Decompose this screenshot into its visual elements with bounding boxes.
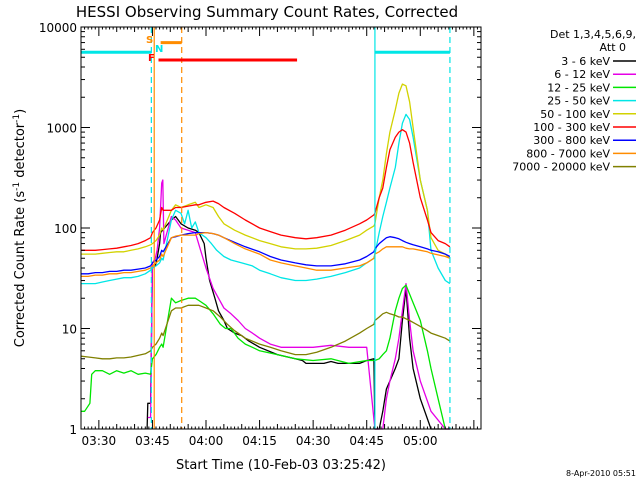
series-line-7000-20000-kev <box>80 304 451 360</box>
y-tick-label: 1 <box>69 423 77 437</box>
x-tick-label: 03:45 <box>135 434 170 448</box>
plot-timestamp: 8-Apr-2010 05:51 <box>566 469 636 478</box>
x-tick-label: 04:45 <box>349 434 384 448</box>
y-axis-label: Corrected Count Rate (s-1 detector-1) <box>12 109 28 347</box>
y-tick-label: 100 <box>54 222 77 236</box>
flag-label-s: S <box>146 35 153 46</box>
legend-label-50-100-kev: 50 - 100 keV <box>540 108 610 121</box>
series-line-800-7000-kev <box>81 231 451 278</box>
y-axis-label-end: ) <box>13 109 28 114</box>
y-tick-label: 10 <box>62 323 77 337</box>
x-tick-label: 04:00 <box>189 434 224 448</box>
series-line-12-25-kev <box>81 284 446 430</box>
legend-label-6-12-kev: 6 - 12 keV <box>554 68 610 81</box>
series-line-50-100-kev <box>81 83 451 259</box>
y-axis-label-main: Corrected Count Rate (s <box>13 191 28 348</box>
x-tick-label: 03:30 <box>82 434 117 448</box>
legend-label-25-50-kev: 25 - 50 keV <box>547 95 610 108</box>
y-tick-label: 1000 <box>46 122 77 136</box>
series-layer <box>80 83 451 430</box>
y-axis-label-mid: detector <box>13 122 28 182</box>
y-tick-label: 10000 <box>39 21 77 35</box>
series-line-6-12-kev <box>147 179 450 430</box>
legend-label-12-25-kev: 12 - 25 keV <box>547 81 610 94</box>
x-axis-label: Start Time (10-Feb-03 03:25:42) <box>176 458 386 473</box>
series-line-300-800-kev <box>81 231 451 275</box>
legend-header-detectors: Det 1,3,4,5,6,9, <box>550 28 636 41</box>
chart-title: HESSI Observing Summary Count Rates, Cor… <box>76 3 458 21</box>
legend-label-100-300-kev: 100 - 300 keV <box>533 121 610 134</box>
axis-layer: 1 10 100 1000 10000 03:30 03:45 04:00 04:15 04:30… <box>39 21 482 448</box>
legend-label-300-800-kev: 300 - 800 keV <box>533 134 610 147</box>
x-tick-label: 05:00 <box>403 434 438 448</box>
legend-label-7000-20000-kev: 7000 - 20000 keV <box>512 161 610 174</box>
legend-header-attenuator: Att 0 <box>600 41 626 54</box>
legend-label-800-7000-kev: 800 - 7000 keV <box>526 147 610 160</box>
y-axis-label-sup1: -1 <box>12 182 22 191</box>
flag-label-f: F <box>148 53 155 64</box>
y-axis-label-sup2: -1 <box>12 114 22 123</box>
series-line-25-50-kev <box>81 113 451 285</box>
x-tick-label: 04:15 <box>242 434 277 448</box>
flag-label-n: N <box>155 44 163 55</box>
x-tick-label: 04:30 <box>296 434 331 448</box>
series-line-100-300-kev <box>81 129 451 251</box>
legend-label-3-6-kev: 3 - 6 keV <box>561 55 610 68</box>
overlay-layer: SNF <box>81 27 451 429</box>
